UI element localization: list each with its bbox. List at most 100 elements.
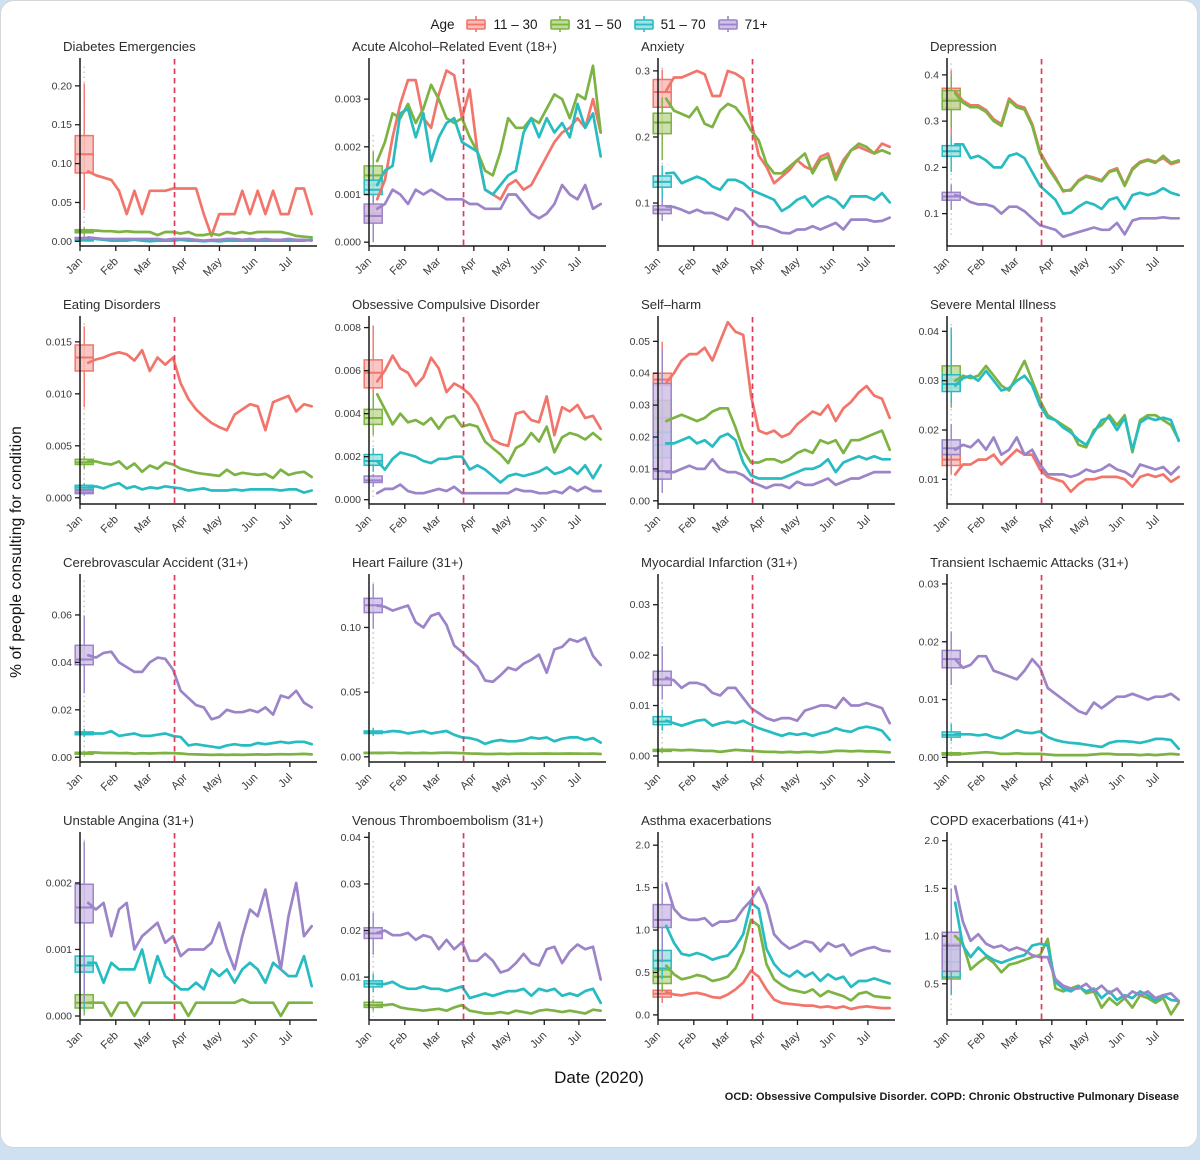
series-line-a71 (664, 457, 892, 490)
y-tick-label: 0.02 (630, 432, 651, 444)
panel-unstable-angina: Unstable Angina (31+) 0.000 0.001 0.002 Jan… (33, 812, 322, 1066)
x-tick-label: May (201, 1029, 225, 1053)
panel-title: Asthma exacerbations (641, 813, 772, 828)
y-tick-label: 0.002 (335, 451, 361, 463)
series-line-a71 (86, 236, 314, 242)
x-tick-label: Jan (353, 514, 374, 535)
y-tick-label: 0.002 (335, 141, 361, 153)
x-tick-label: Apr (747, 513, 768, 534)
x-tick-label: Jul (854, 256, 873, 275)
boxplot-glyph-icon (549, 16, 570, 32)
x-tick-label: May (201, 255, 225, 279)
panel-plot: 0.00 0.01 0.02 0.03 Jan Feb Mar Apr May Jun Jul (919, 574, 1184, 795)
x-tick-label: Jun (1106, 514, 1127, 535)
x-tick-label: May (490, 771, 514, 795)
panel-depression: Depression 0.1 0.2 0.3 0.4 Jan Feb Mar Apr May Ju… (900, 38, 1189, 292)
y-tick-label: 0.03 (919, 375, 940, 387)
series-line-a3150 (375, 64, 603, 177)
panel-title: Myocardial Infarction (31+) (641, 555, 798, 570)
panel-plot: 0.00 0.01 0.02 0.03 Jan Feb Mar Apr May Jun Jul (630, 574, 895, 795)
y-tick-label: 0.00 (630, 750, 651, 762)
x-tick-label: Jun (817, 1030, 838, 1051)
x-tick-label: Apr (747, 255, 768, 276)
x-tick-label: Feb (677, 256, 699, 278)
x-tick-label: Feb (966, 256, 988, 278)
x-tick-label: Jan (931, 514, 952, 535)
panel-myocardial-infarction: Myocardial Infarction (31+) 0.00 0.01 0.02… (611, 554, 900, 808)
x-tick-label: Apr (747, 1029, 768, 1050)
legend-item-11-30: 11 – 30 (464, 15, 538, 33)
x-tick-label: Jan (642, 514, 663, 535)
series-line-a5170 (375, 729, 603, 746)
series-line-a5170 (664, 171, 892, 213)
y-tick-label: 0.00 (52, 752, 73, 764)
x-tick-label: Apr (1036, 255, 1057, 276)
y-tick-label: 0.05 (341, 687, 362, 699)
series-line-a5170 (953, 728, 1181, 751)
y-tick-label: 0.10 (52, 158, 73, 170)
x-tick-label: May (779, 513, 803, 537)
x-tick-label: Apr (458, 1029, 479, 1050)
panel-acute-alcohol-related-event: Acute Alcohol–Related Event (18+) 0.000 0… (322, 38, 611, 292)
boxplot-box (652, 715, 672, 726)
boxplot-box (363, 359, 383, 389)
x-tick-label: Mar (132, 1029, 154, 1051)
x-tick-label: May (779, 255, 803, 279)
panel-plot: 0.01 0.02 0.03 0.04 Jan Feb Mar Apr May Jun Jul (919, 316, 1184, 537)
legend-item-71plus: 71+ (716, 15, 768, 33)
panel-plot: 0.00 0.01 0.02 0.03 0.04 0.05 Jan Feb Mar Apr May J… (630, 316, 895, 537)
x-tick-label: Jan (642, 256, 663, 277)
series-line-a71 (664, 882, 892, 957)
y-tick-label: 0.03 (341, 878, 362, 890)
x-tick-label: Jul (565, 772, 584, 791)
series-line-a71 (953, 885, 1181, 1003)
legend-label: 31 – 50 (576, 16, 622, 32)
x-tick-label: Mar (999, 771, 1021, 793)
x-tick-label: Jul (854, 772, 873, 791)
panel-title: Severe Mental Illness (930, 297, 1057, 312)
y-axis-label: % of people consulting for condition (8, 426, 25, 678)
panel-anxiety: Anxiety 0.1 0.2 0.3 Jan Feb Mar Apr May Jun Jul (611, 38, 900, 292)
x-tick-label: Jul (565, 1030, 584, 1049)
x-tick-label: Jan (642, 1030, 663, 1051)
y-tick-label: 0.1 (635, 198, 650, 210)
series-line-a5170 (375, 451, 603, 484)
y-tick-label: 0.02 (52, 704, 73, 716)
x-tick-label: Mar (710, 513, 732, 535)
panel-title: Anxiety (641, 39, 685, 54)
series-line-a71 (375, 929, 603, 981)
series-line-a71 (86, 881, 314, 971)
legend-title: Age (430, 16, 455, 32)
series-line-a71 (953, 654, 1181, 716)
y-tick-label: 0.2 (635, 131, 650, 143)
series-line-a5170 (664, 432, 892, 480)
series-line-a3150 (664, 97, 892, 182)
x-tick-label: Mar (999, 513, 1021, 535)
x-tick-label: May (779, 1029, 803, 1053)
boxplot-glyph-icon (466, 16, 487, 32)
x-tick-label: May (490, 255, 514, 279)
panel-plot: 0.1 0.2 0.3 0.4 Jan Feb Mar Apr May Jun Jul (924, 58, 1184, 279)
x-tick-label: Jun (239, 514, 260, 535)
legend-item-51-70: 51 – 70 (632, 15, 706, 33)
series-line-a1130 (953, 90, 1181, 193)
x-tick-label: Feb (388, 772, 410, 794)
x-tick-label: Mar (421, 255, 443, 277)
x-tick-label: Jun (1106, 1030, 1127, 1051)
x-tick-label: Mar (421, 771, 443, 793)
x-tick-label: Feb (388, 256, 410, 278)
x-tick-label: Jun (817, 514, 838, 535)
boxplot-box (652, 903, 672, 929)
x-tick-label: Jul (1143, 772, 1162, 791)
x-tick-label: May (1068, 255, 1092, 279)
panel-title: Heart Failure (31+) (352, 555, 464, 570)
x-tick-label: Jan (931, 256, 952, 277)
series-line-a71 (375, 604, 603, 684)
series-line-a71 (953, 436, 1181, 479)
series-line-a3150 (664, 406, 892, 464)
series-line-a71 (375, 183, 603, 220)
y-tick-label: 0.008 (335, 322, 361, 334)
x-tick-label: Jun (528, 256, 549, 277)
panel-self-harm: Self–harm 0.00 0.01 0.02 0.03 0.04 0.05 Jan Feb… (611, 296, 900, 550)
panel-venous-thromboembolism: Venous Thromboembolism (31+) 0.01 0.02 0.0… (322, 812, 611, 1066)
